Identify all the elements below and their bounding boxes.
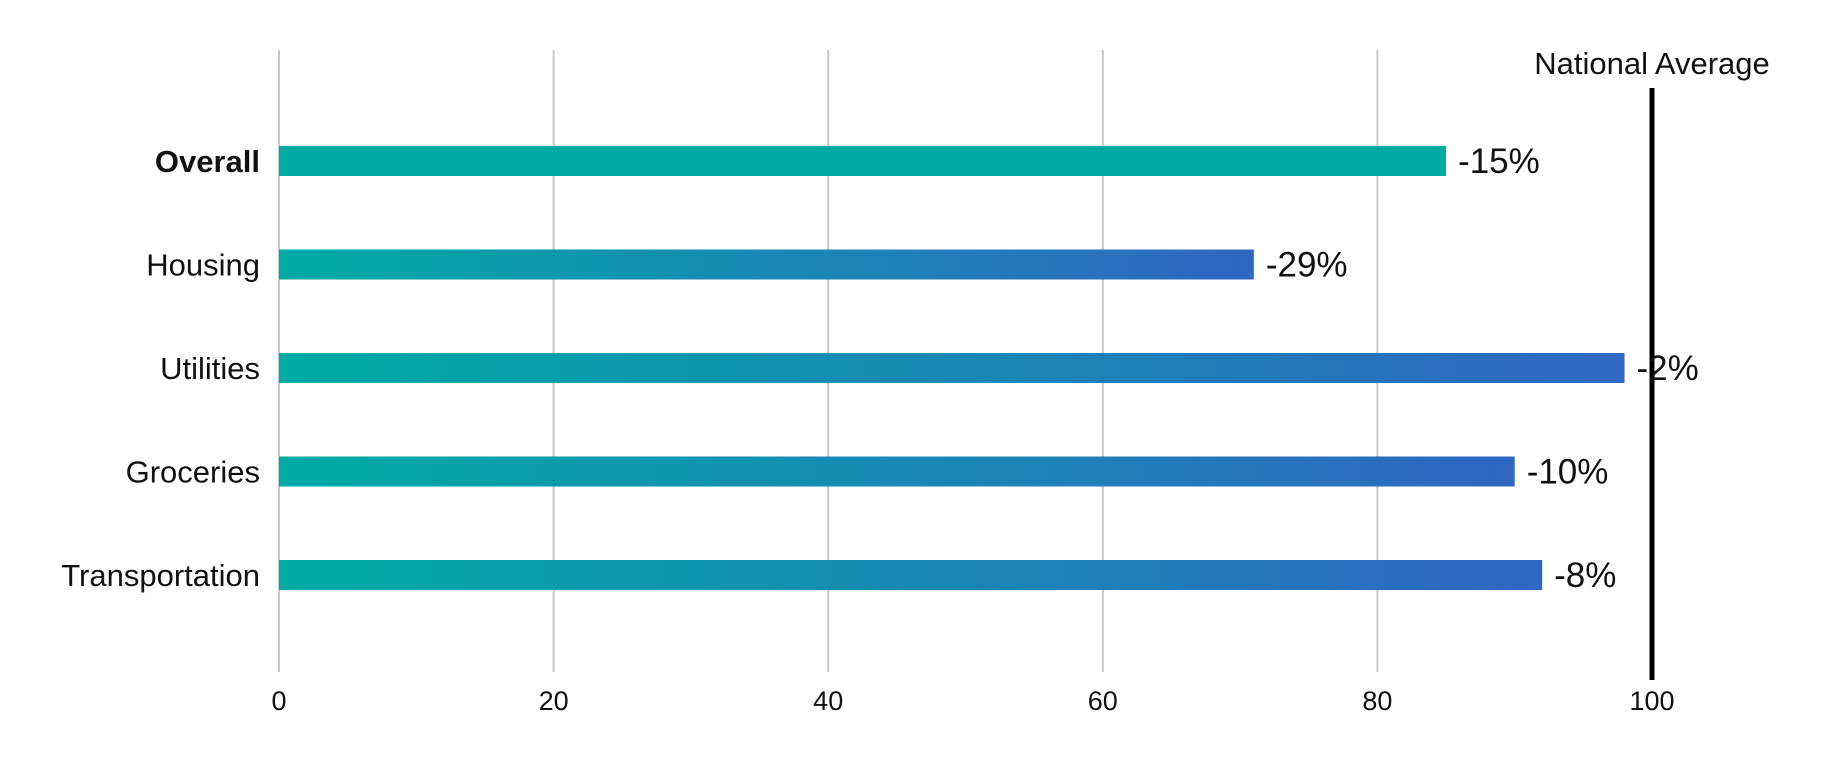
bar-transportation bbox=[279, 560, 1543, 590]
value-label-transportation: -8% bbox=[1554, 556, 1616, 595]
bar-housing bbox=[279, 249, 1254, 280]
category-label-transportation: Transportation bbox=[61, 558, 260, 593]
x-tick-label-100: 100 bbox=[1629, 686, 1674, 716]
labels: 0 20 40 60 80 100 Overall -15% Housing -29% Utilit… bbox=[61, 46, 1770, 716]
value-label-housing: -29% bbox=[1266, 246, 1348, 285]
category-label-housing: Housing bbox=[146, 248, 260, 283]
category-label-groceries: Groceries bbox=[126, 455, 260, 490]
x-tick-label-60: 60 bbox=[1088, 686, 1118, 716]
national-average-label: National Average bbox=[1534, 46, 1770, 81]
category-label-utilities: Utilities bbox=[160, 351, 260, 386]
category-label-overall: Overall bbox=[155, 144, 260, 179]
bar-overall bbox=[279, 146, 1447, 176]
x-tick-label-40: 40 bbox=[813, 686, 843, 716]
bar-utilities bbox=[279, 353, 1625, 383]
value-label-utilities: -2% bbox=[1637, 349, 1699, 388]
value-label-overall: -15% bbox=[1458, 142, 1540, 181]
x-tick-label-0: 0 bbox=[271, 686, 286, 716]
x-tick-label-80: 80 bbox=[1362, 686, 1392, 716]
bars bbox=[279, 146, 1625, 590]
x-tick-label-20: 20 bbox=[539, 686, 569, 716]
bar-groceries bbox=[279, 456, 1515, 487]
value-label-groceries: -10% bbox=[1527, 453, 1609, 492]
